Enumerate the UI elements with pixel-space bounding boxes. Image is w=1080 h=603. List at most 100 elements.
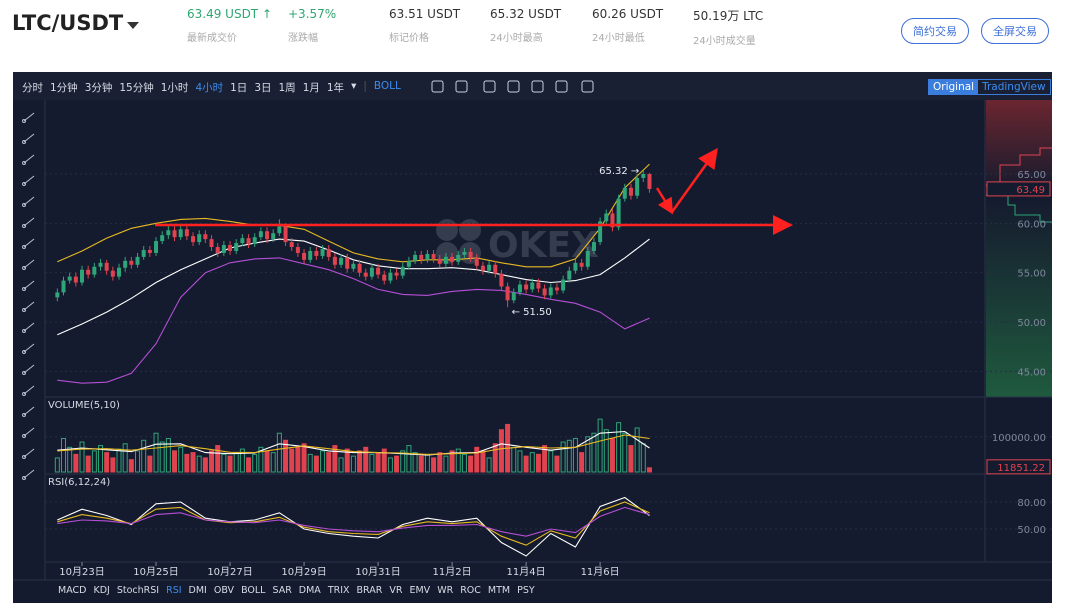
indicator[interactable]: MTM: [487, 585, 511, 596]
candle-body: [450, 256, 455, 262]
tool-icon[interactable]: [23, 406, 35, 416]
indicator-select[interactable]: BOLL: [373, 80, 401, 92]
volume-bar: [172, 450, 178, 473]
volume-bar: [338, 457, 344, 473]
volume-bar: [128, 459, 134, 473]
panel-title: VOLUME(5,10): [48, 400, 120, 411]
volume-bar: [326, 452, 332, 473]
mode-button[interactable]: 全屏交易: [981, 18, 1049, 44]
volume-bar: [104, 452, 110, 473]
candle-body: [147, 249, 152, 253]
indicator[interactable]: DMA: [298, 585, 321, 596]
x-tick-label: 10月29日: [281, 566, 326, 578]
candle-body: [456, 254, 461, 262]
stat-label: 标记价格: [389, 33, 429, 44]
tool-icon[interactable]: [23, 385, 35, 395]
volume-bar: [603, 429, 609, 473]
indicator[interactable]: DMI: [188, 585, 207, 596]
tool-icon[interactable]: [23, 427, 35, 437]
volume-bar: [387, 457, 393, 473]
candle-body: [271, 233, 276, 240]
interval[interactable]: 1周: [278, 82, 296, 94]
x-tick-label: 10月23日: [59, 566, 104, 578]
interval[interactable]: 1日: [230, 82, 248, 94]
candle-body: [598, 221, 603, 243]
tool-icon[interactable]: [23, 196, 35, 206]
interval[interactable]: 4小时: [195, 82, 224, 94]
toolbar-icon: [483, 80, 496, 93]
tool-icon[interactable]: [23, 364, 35, 374]
volume-bar: [270, 452, 276, 473]
tool-icon[interactable]: [23, 448, 35, 458]
interval[interactable]: 1月: [302, 82, 320, 94]
stat-value: 63.51 USDT: [389, 7, 461, 21]
indicator[interactable]: MACD: [58, 585, 87, 596]
tool-icon[interactable]: [23, 175, 35, 185]
candle-body: [363, 272, 368, 277]
interval[interactable]: 1年: [326, 82, 345, 94]
candle-body: [480, 265, 485, 271]
candle-body: [166, 230, 171, 236]
interval[interactable]: 15分钟: [119, 82, 154, 94]
caret: [127, 22, 139, 29]
indicator[interactable]: PSY: [517, 585, 535, 596]
interval[interactable]: 3日: [254, 82, 272, 94]
interval[interactable]: 分时: [22, 82, 43, 94]
interval[interactable]: 1小时: [160, 82, 189, 94]
tool-icon[interactable]: [23, 301, 35, 311]
indicator[interactable]: StochRSI: [116, 585, 160, 596]
toolbar-icon: [555, 80, 568, 93]
tool-icon[interactable]: [23, 238, 35, 248]
interval[interactable]: 3分钟: [84, 82, 113, 94]
indicator[interactable]: KDJ: [93, 585, 110, 596]
indicator[interactable]: EMV: [409, 585, 431, 596]
mode-button[interactable]: 简约交易: [901, 18, 969, 44]
pair[interactable]: LTC/USDT: [12, 11, 124, 35]
tool-icon[interactable]: [23, 259, 35, 269]
volume-bar: [579, 452, 585, 473]
pair-caret[interactable]: [126, 21, 140, 31]
y-tick-label: 50.00: [1017, 318, 1046, 329]
tool-icon[interactable]: [23, 469, 35, 479]
volume-bar: [289, 448, 295, 473]
indicator[interactable]: ROC: [460, 585, 481, 596]
tool-icon[interactable]: [23, 322, 35, 332]
view-option[interactable]: TradingView: [982, 81, 1046, 93]
volume-bar: [622, 432, 628, 473]
tool-icon[interactable]: [23, 112, 35, 122]
candle-body: [357, 263, 362, 273]
view-option[interactable]: Original: [929, 80, 979, 94]
candle-body: [468, 251, 473, 258]
indicator[interactable]: VR: [389, 585, 403, 596]
tool-icon[interactable]: [23, 343, 35, 353]
candle-body: [351, 263, 356, 269]
indicator[interactable]: WR: [437, 585, 454, 596]
tool-icon[interactable]: [23, 217, 35, 227]
divider: |: [363, 80, 367, 92]
indicator[interactable]: BOLL: [241, 585, 266, 596]
candle-body: [98, 262, 103, 267]
stat-label: 涨跌幅: [288, 33, 318, 44]
indicator[interactable]: SAR: [272, 585, 292, 596]
volume-bar: [554, 455, 560, 473]
candle-body: [425, 253, 430, 260]
indicator[interactable]: RSI: [166, 585, 182, 596]
volume-bar: [535, 453, 541, 473]
interval[interactable]: 1分钟: [50, 82, 78, 94]
rsi-line: [57, 501, 650, 546]
volume-bar: [369, 453, 375, 473]
candle-body: [117, 267, 122, 277]
tool-icon[interactable]: [23, 133, 35, 143]
tool-icon[interactable]: [23, 154, 35, 164]
volume-bar: [190, 452, 196, 473]
volume-bar: [246, 457, 252, 473]
tool-icon[interactable]: [23, 280, 35, 290]
indicator[interactable]: OBV: [213, 585, 235, 596]
indicator[interactable]: BRAR: [356, 585, 383, 596]
tool-dot: [22, 413, 26, 417]
candle-body: [641, 174, 646, 178]
indicator[interactable]: TRIX: [327, 585, 350, 596]
caret[interactable]: ▾: [351, 80, 357, 92]
panel-title: RSI(6,12,24): [48, 477, 110, 488]
